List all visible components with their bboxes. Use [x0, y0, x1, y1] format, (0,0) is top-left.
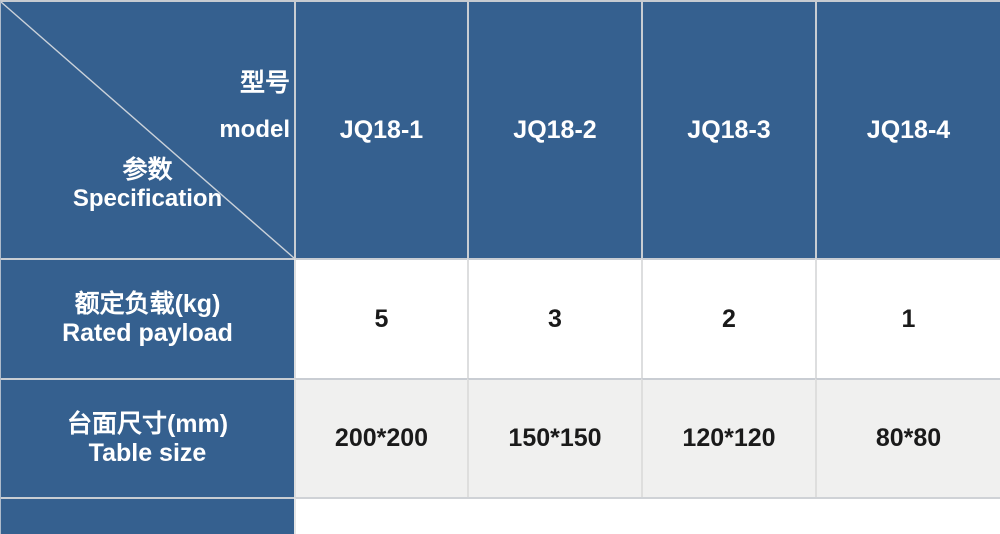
row-label-cn: 额定负载(kg): [74, 290, 221, 318]
value-cell-payload-jq18-3: 2: [641, 258, 815, 378]
column-header-jq18-2: JQ18-2: [467, 2, 641, 258]
corner-header-cell: 型号 model 参数 Specification: [1, 2, 294, 258]
partial-row-data-area: [294, 497, 1000, 534]
spec-axis-label-en: Specification: [72, 185, 223, 212]
value-cell-size-jq18-2: 150*150: [467, 378, 641, 497]
row-label-rated-payload: 额定负载(kg) Rated payload: [1, 258, 294, 378]
diagonal-divider-line: [1, 2, 294, 258]
model-axis-label-cn: 型号: [239, 69, 290, 97]
value-cell-size-jq18-1: 200*200: [294, 378, 467, 497]
row-label-partial: [1, 497, 294, 534]
row-label-en: Table size: [88, 438, 207, 467]
row-label-table-size: 台面尺寸(mm) Table size: [1, 378, 294, 497]
column-header-jq18-1: JQ18-1: [294, 2, 467, 258]
spec-axis-label-cn: 参数: [122, 156, 173, 184]
value-cell-payload-jq18-1: 5: [294, 258, 467, 378]
corner-spec-axis: 参数 Specification: [1, 155, 294, 212]
value-cell-payload-jq18-2: 3: [467, 258, 641, 378]
row-label-cn: 台面尺寸(mm): [66, 409, 229, 438]
corner-model-axis: 型号 model: [219, 68, 290, 144]
row-label-en: Rated payload: [62, 319, 233, 347]
column-header-jq18-4: JQ18-4: [815, 2, 1000, 258]
value-cell-size-jq18-3: 120*120: [641, 378, 815, 497]
value-cell-payload-jq18-4: 1: [815, 258, 1000, 378]
column-header-jq18-3: JQ18-3: [641, 2, 815, 258]
model-axis-label-en: model: [219, 116, 290, 143]
value-cell-size-jq18-4: 80*80: [815, 378, 1000, 497]
